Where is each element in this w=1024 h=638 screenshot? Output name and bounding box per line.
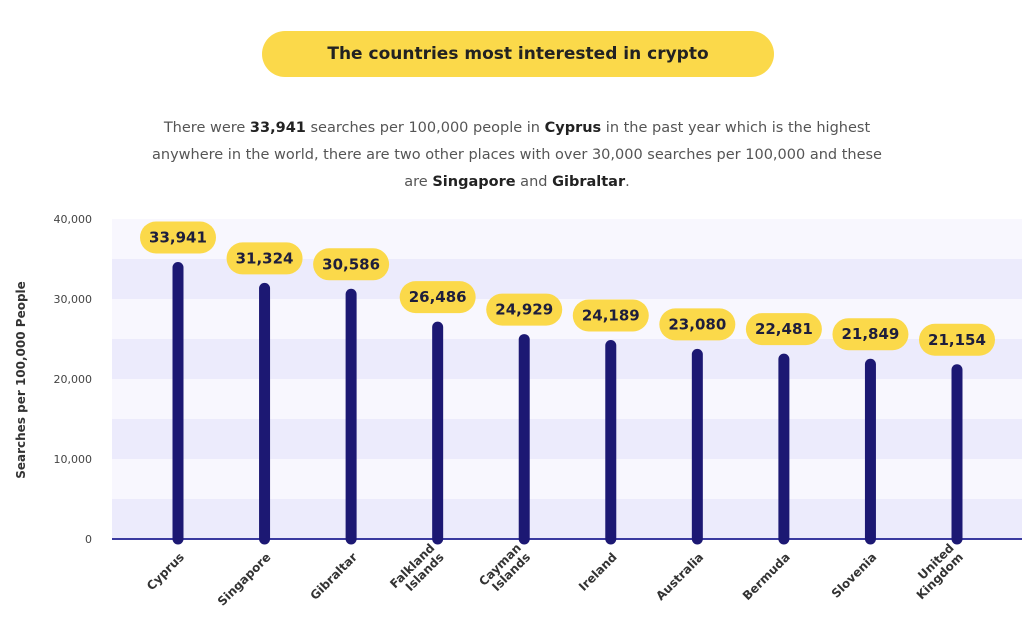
background-band bbox=[112, 499, 1022, 539]
desc-bold-cyprus: Cyprus bbox=[544, 119, 602, 136]
chart-title: The countries most interested in crypto bbox=[262, 31, 774, 77]
desc-text-3: in the past year which is the highest an… bbox=[152, 119, 882, 190]
x-tick-label-line: Australia bbox=[653, 550, 706, 603]
value-label-pill bbox=[399, 281, 476, 314]
y-tick-label: 30,000 bbox=[54, 293, 93, 306]
value-label: 30,586 bbox=[322, 255, 380, 273]
x-tick-label: Ireland bbox=[576, 550, 620, 594]
value-label-pill bbox=[572, 299, 649, 332]
value-label-pill bbox=[486, 293, 563, 326]
value-label: 22,481 bbox=[755, 320, 813, 338]
y-tick-label: 0 bbox=[85, 533, 92, 546]
background-band bbox=[112, 459, 1022, 499]
y-tick-label: 20,000 bbox=[54, 373, 93, 386]
x-tick-label-line: Slovenia bbox=[829, 550, 880, 601]
chart-description: There were 33,941 searches per 100,000 p… bbox=[150, 115, 884, 196]
value-label-pill bbox=[919, 323, 995, 356]
desc-text-1: There were bbox=[163, 119, 250, 136]
value-label-pill bbox=[832, 318, 909, 351]
value-label: 21,849 bbox=[841, 325, 899, 343]
desc-text-2: searches per 100,000 people in bbox=[305, 119, 545, 136]
value-label-pill bbox=[140, 221, 216, 254]
value-label-pill bbox=[745, 313, 822, 346]
x-tick-label-line: Cyprus bbox=[144, 550, 187, 593]
y-axis-label: Searches per 100,000 People bbox=[14, 281, 28, 479]
x-tick-label-line: Ireland bbox=[576, 550, 620, 594]
value-label: 33,941 bbox=[149, 228, 207, 246]
x-tick-label-line: Bermuda bbox=[740, 550, 793, 603]
desc-bold-gibraltar: Gibraltar bbox=[552, 173, 626, 190]
x-tick-label: Cyprus bbox=[144, 550, 187, 593]
value-label-pill bbox=[659, 308, 736, 341]
x-tick-label-line: Gibraltar bbox=[307, 550, 360, 603]
x-tick-label: Singapore bbox=[215, 550, 274, 609]
y-tick-label: 10,000 bbox=[54, 453, 93, 466]
desc-text-4: and bbox=[515, 173, 553, 190]
background-band bbox=[112, 379, 1022, 419]
value-label: 31,324 bbox=[236, 249, 294, 267]
desc-text-5: . bbox=[625, 173, 630, 190]
desc-bold-singapore: Singapore bbox=[432, 173, 516, 190]
value-label: 26,486 bbox=[409, 288, 467, 306]
desc-bold-value: 33,941 bbox=[249, 119, 306, 136]
value-label-pill bbox=[226, 242, 303, 275]
x-tick-label: Australia bbox=[653, 550, 706, 603]
value-label: 21,154 bbox=[928, 331, 986, 349]
x-tick-label-line: Singapore bbox=[215, 550, 274, 609]
x-tick-label: Gibraltar bbox=[307, 550, 360, 603]
y-tick-label: 40,000 bbox=[54, 213, 93, 226]
value-label: 24,929 bbox=[495, 301, 553, 319]
value-label: 24,189 bbox=[582, 306, 640, 324]
value-label: 23,080 bbox=[668, 315, 726, 333]
background-band bbox=[112, 419, 1022, 459]
x-tick-label: Bermuda bbox=[740, 550, 793, 603]
x-tick-label: Slovenia bbox=[829, 550, 880, 601]
value-label-pill bbox=[313, 248, 390, 281]
